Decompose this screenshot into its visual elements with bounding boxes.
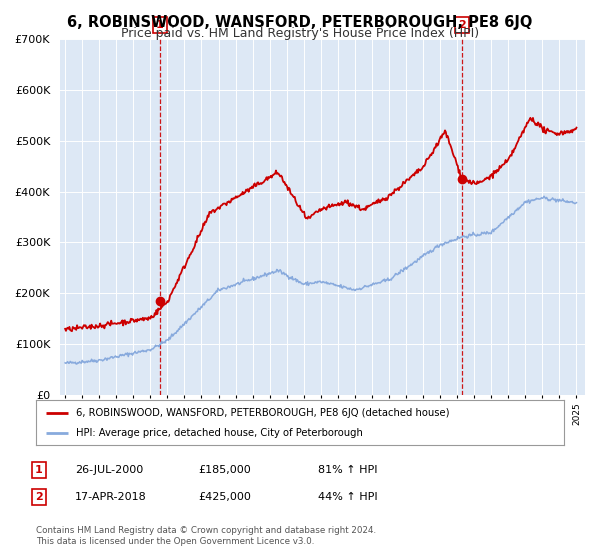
Text: 81% ↑ HPI: 81% ↑ HPI [318,465,377,475]
Text: 17-APR-2018: 17-APR-2018 [75,492,147,502]
Text: 6, ROBINSWOOD, WANSFORD, PETERBOROUGH, PE8 6JQ: 6, ROBINSWOOD, WANSFORD, PETERBOROUGH, P… [67,15,533,30]
Text: HPI: Average price, detached house, City of Peterborough: HPI: Average price, detached house, City… [76,428,362,438]
Text: 1: 1 [156,20,164,30]
Text: 44% ↑ HPI: 44% ↑ HPI [318,492,377,502]
Text: £425,000: £425,000 [198,492,251,502]
Text: £185,000: £185,000 [198,465,251,475]
Text: Contains HM Land Registry data © Crown copyright and database right 2024.
This d: Contains HM Land Registry data © Crown c… [36,526,376,546]
Text: 6, ROBINSWOOD, WANSFORD, PETERBOROUGH, PE8 6JQ (detached house): 6, ROBINSWOOD, WANSFORD, PETERBOROUGH, P… [76,408,449,418]
Text: 26-JUL-2000: 26-JUL-2000 [75,465,143,475]
Text: Price paid vs. HM Land Registry's House Price Index (HPI): Price paid vs. HM Land Registry's House … [121,27,479,40]
Text: 2: 2 [35,492,43,502]
Text: 2: 2 [458,20,466,30]
Text: 1: 1 [35,465,43,475]
